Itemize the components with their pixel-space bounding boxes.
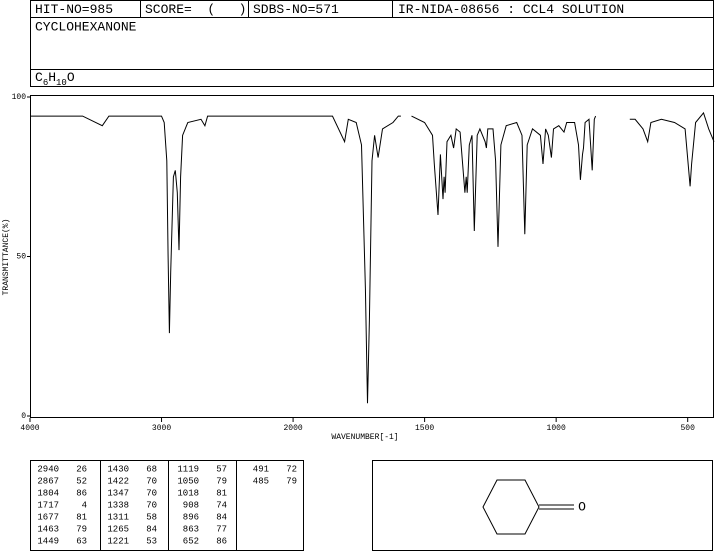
formula-element: C: [35, 70, 43, 85]
hit-no: HIT-NO=985: [35, 2, 113, 17]
score: SCORE= ( ): [145, 2, 246, 17]
peak-transmittance: 63: [76, 536, 87, 546]
peak-transmittance: 86: [216, 536, 227, 546]
peak-transmittance: 53: [146, 536, 157, 546]
peak-wavenumber: 2940: [37, 464, 59, 474]
peak-transmittance: 77: [216, 524, 227, 534]
formula-subscript: 6: [43, 78, 48, 88]
peak-wavenumber: 1265: [107, 524, 129, 534]
structure-box: [372, 460, 713, 551]
formula: C6H10O: [35, 70, 75, 88]
peak-wavenumber: 1449: [37, 536, 59, 546]
peak-wavenumber: 1804: [37, 488, 59, 498]
peak-wavenumber: 491: [253, 464, 269, 474]
x-axis-label: WAVENUMBER[-1]: [331, 433, 398, 442]
peak-wavenumber: 485: [253, 476, 269, 486]
sdbs-no: SDBS-NO=571: [253, 2, 339, 17]
compound-name: CYCLOHEXANONE: [35, 19, 137, 34]
header-box: [30, 0, 714, 87]
source: IR-NIDA-08656 : CCL4 SOLUTION: [398, 2, 624, 17]
ring: [482, 479, 540, 535]
plot-frame: [30, 95, 714, 418]
peak-transmittance: 68: [146, 464, 157, 474]
peak-transmittance: 57: [216, 464, 227, 474]
peak-wavenumber: 908: [183, 500, 199, 510]
atom-label: O: [578, 499, 586, 514]
peak-transmittance: 58: [146, 512, 157, 522]
peak-transmittance: 72: [286, 464, 297, 474]
formula-subscript: 10: [56, 78, 67, 88]
spectrum: [30, 111, 715, 404]
peak-wavenumber: 896: [183, 512, 199, 522]
y-tick-label: 0: [21, 412, 26, 421]
peak-wavenumber: 1717: [37, 500, 59, 510]
formula-element: H: [48, 70, 56, 85]
peak-wavenumber: 863: [183, 524, 199, 534]
peak-wavenumber: 1311: [107, 512, 129, 522]
peak-transmittance: 86: [76, 488, 87, 498]
peak-transmittance: 84: [216, 512, 227, 522]
y-axis-label: TRANSMITTANCE(%): [2, 219, 11, 296]
x-tick-label: 2000: [283, 424, 302, 433]
peak-wavenumber: 2867: [37, 476, 59, 486]
peak-wavenumber: 1018: [177, 488, 199, 498]
peak-wavenumber: 1347: [107, 488, 129, 498]
y-tick-label: 50: [16, 253, 26, 262]
peak-transmittance: 79: [76, 524, 87, 534]
peak-transmittance: 70: [146, 488, 157, 498]
peak-wavenumber: 1050: [177, 476, 199, 486]
formula-element: O: [67, 70, 75, 85]
peak-transmittance: 74: [216, 500, 227, 510]
peak-wavenumber: 652: [183, 536, 199, 546]
peak-wavenumber: 1338: [107, 500, 129, 510]
x-tick-label: 4000: [20, 424, 39, 433]
y-tick-label: 100: [12, 93, 27, 102]
peak-wavenumber: 1430: [107, 464, 129, 474]
peak-transmittance: 84: [146, 524, 157, 534]
peak-wavenumber: 1119: [177, 464, 199, 474]
x-tick-label: 1500: [415, 424, 434, 433]
peak-wavenumber: 1221: [107, 536, 129, 546]
peak-transmittance: 81: [76, 512, 87, 522]
peak-transmittance: 26: [76, 464, 87, 474]
peak-transmittance: 70: [146, 500, 157, 510]
peak-wavenumber: 1422: [107, 476, 129, 486]
peak-transmittance: 52: [76, 476, 87, 486]
peak-wavenumber: 1677: [37, 512, 59, 522]
peak-transmittance: 79: [286, 476, 297, 486]
peak-table-box: [30, 460, 304, 551]
peak-transmittance: 4: [82, 500, 87, 510]
x-tick-label: 1000: [547, 424, 566, 433]
peak-transmittance: 81: [216, 488, 227, 498]
x-tick-label: 3000: [152, 424, 171, 433]
peak-wavenumber: 1463: [37, 524, 59, 534]
x-tick-label: 500: [680, 424, 695, 433]
peak-transmittance: 79: [216, 476, 227, 486]
peak-transmittance: 70: [146, 476, 157, 486]
